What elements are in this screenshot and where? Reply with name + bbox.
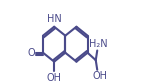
Text: OH: OH <box>47 73 62 83</box>
Text: O: O <box>27 48 35 58</box>
Text: H₂N: H₂N <box>89 39 108 49</box>
Text: HN: HN <box>47 14 61 24</box>
Text: OH: OH <box>93 71 108 81</box>
